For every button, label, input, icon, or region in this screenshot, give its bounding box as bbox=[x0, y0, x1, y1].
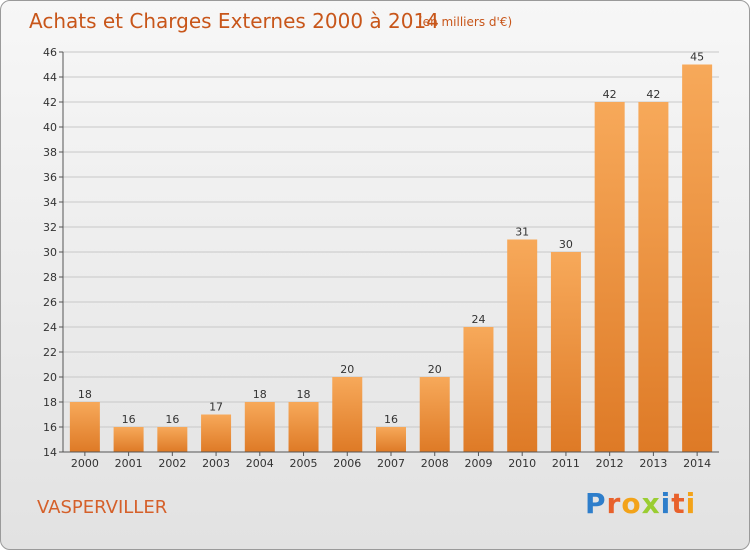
y-tick-label: 22 bbox=[43, 346, 57, 359]
x-tick-label: 2000 bbox=[71, 457, 99, 470]
bar-value-label: 18 bbox=[253, 388, 267, 401]
x-tick-label: 2010 bbox=[508, 457, 536, 470]
y-tick-label: 28 bbox=[43, 271, 57, 284]
y-tick-label: 20 bbox=[43, 371, 57, 384]
chart-subtitle: (en milliers d'€) bbox=[418, 15, 513, 29]
bar-value-label: 18 bbox=[297, 388, 311, 401]
proxiti-logo[interactable]: Proxiti bbox=[585, 487, 696, 520]
logo-letter: i bbox=[660, 487, 672, 520]
bar bbox=[463, 327, 494, 452]
x-tick-label: 2008 bbox=[421, 457, 449, 470]
x-tick-label: 2001 bbox=[115, 457, 143, 470]
x-tick-label: 2002 bbox=[158, 457, 186, 470]
bar bbox=[201, 414, 232, 452]
bar bbox=[682, 64, 713, 452]
y-tick-label: 16 bbox=[43, 421, 57, 434]
bar bbox=[550, 252, 581, 452]
bar bbox=[113, 427, 144, 452]
bar-value-label: 16 bbox=[384, 413, 398, 426]
x-tick-label: 2007 bbox=[377, 457, 405, 470]
place-name: VASPERVILLER bbox=[37, 497, 168, 518]
bar-value-label: 45 bbox=[690, 51, 704, 64]
bar bbox=[419, 377, 450, 452]
bars: 18 16 16 17 18 18 20 16 20 24 31 30 42 42 45 bbox=[69, 51, 713, 452]
bar-value-label: 42 bbox=[603, 88, 617, 101]
bar bbox=[157, 427, 188, 452]
y-tick-label: 36 bbox=[43, 171, 57, 184]
y-tick-label: 24 bbox=[43, 321, 57, 334]
x-tick-label: 2004 bbox=[246, 457, 274, 470]
x-tick-label: 2011 bbox=[552, 457, 580, 470]
y-tick-label: 38 bbox=[43, 146, 57, 159]
y-tick-label: 14 bbox=[43, 446, 57, 459]
y-tick-label: 32 bbox=[43, 221, 57, 234]
y-tick-label: 26 bbox=[43, 296, 57, 309]
logo-letter: i bbox=[685, 487, 697, 520]
bar-value-label: 18 bbox=[78, 388, 92, 401]
bar bbox=[288, 402, 319, 452]
bar-value-label: 16 bbox=[122, 413, 136, 426]
chart-title: Achats et Charges Externes 2000 à 2014 bbox=[29, 9, 439, 33]
bar bbox=[332, 377, 363, 452]
logo-letter: t bbox=[671, 487, 686, 520]
logo-letter: o bbox=[621, 487, 642, 520]
y-tick-label: 42 bbox=[43, 96, 57, 109]
logo-letter: r bbox=[606, 487, 622, 520]
bar bbox=[507, 239, 538, 452]
y-tick-label: 34 bbox=[43, 196, 57, 209]
x-tick-label: 2006 bbox=[333, 457, 361, 470]
y-tick-label: 44 bbox=[43, 71, 57, 84]
x-tick-label: 2014 bbox=[683, 457, 711, 470]
logo-letter: x bbox=[641, 487, 661, 520]
bar bbox=[594, 102, 625, 452]
bar bbox=[638, 102, 669, 452]
y-tick-label: 30 bbox=[43, 246, 57, 259]
bar bbox=[376, 427, 406, 452]
bar-value-label: 16 bbox=[165, 413, 179, 426]
x-tick-label: 2005 bbox=[290, 457, 318, 470]
bar bbox=[244, 402, 275, 452]
bar-value-label: 42 bbox=[646, 88, 660, 101]
bar-value-label: 30 bbox=[559, 238, 573, 251]
x-tick-label: 2012 bbox=[596, 457, 624, 470]
bar bbox=[69, 402, 100, 452]
logo-letter: P bbox=[585, 487, 607, 520]
x-tick-label: 2009 bbox=[464, 457, 492, 470]
x-tick-label: 2003 bbox=[202, 457, 230, 470]
bar-value-label: 20 bbox=[428, 363, 442, 376]
x-tick-label: 2013 bbox=[639, 457, 667, 470]
bar-value-label: 17 bbox=[209, 401, 223, 414]
axes: 14 16 18 20 22 24 26 28 30 32 34 36 38 40 42 44 46 2000 20… bbox=[43, 46, 719, 470]
bar-value-label: 31 bbox=[515, 226, 529, 239]
y-tick-label: 18 bbox=[43, 396, 57, 409]
bar-value-label: 24 bbox=[471, 313, 485, 326]
y-tick-label: 46 bbox=[43, 46, 57, 59]
y-tick-label: 40 bbox=[43, 121, 57, 134]
bar-value-label: 20 bbox=[340, 363, 354, 376]
